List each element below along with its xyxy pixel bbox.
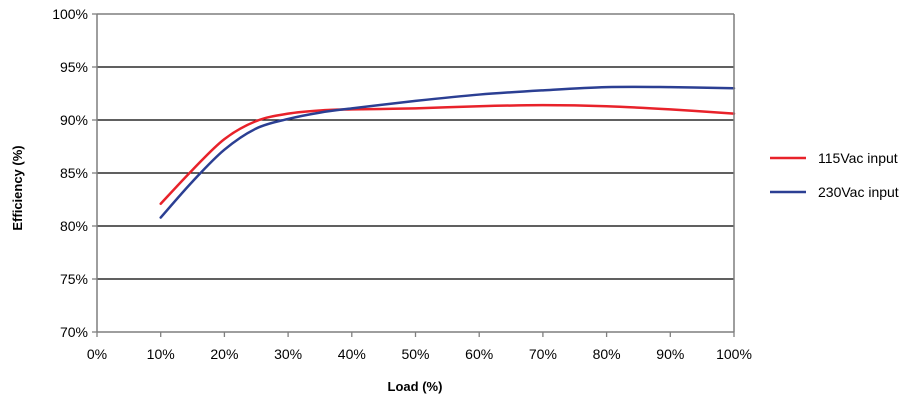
y-tick-label: 90% [60,112,88,128]
x-tick-labels: 0% 10% 20% 30% 40% 50% 60% 70% 80% 90% 100% [87,332,752,362]
legend: 115Vac input 230Vac input [770,150,899,200]
x-tick-label: 60% [465,346,493,362]
x-tick-label: 100% [716,346,752,362]
y-tick-labels: 70% 75% 80% 85% 90% 95% 100% [52,6,97,340]
y-tick-label: 85% [60,165,88,181]
legend-item-230vac: 230Vac input [770,184,899,200]
legend-item-115vac: 115Vac input [770,150,898,166]
x-axis-title: Load (%) [388,379,443,394]
y-tick-label: 80% [60,218,88,234]
series-line-230vac [159,85,736,219]
x-tick-label: 0% [87,346,107,362]
y-tick-label: 75% [60,271,88,287]
x-tick-label: 10% [147,346,175,362]
series-lines [159,85,736,219]
legend-label-230vac: 230Vac input [818,184,899,200]
y-tick-label: 70% [60,324,88,340]
x-tick-label: 40% [338,346,366,362]
y-tick-label: 95% [60,59,88,75]
legend-label-115vac: 115Vac input [818,150,898,166]
y-axis-title: Efficiency (%) [10,145,25,230]
x-tick-label: 20% [210,346,238,362]
x-tick-label: 80% [593,346,621,362]
x-tick-label: 30% [274,346,302,362]
gridlines [97,66,734,280]
x-tick-label: 70% [529,346,557,362]
x-tick-label: 50% [401,346,429,362]
y-tick-label: 100% [52,6,88,22]
x-tick-label: 90% [656,346,684,362]
